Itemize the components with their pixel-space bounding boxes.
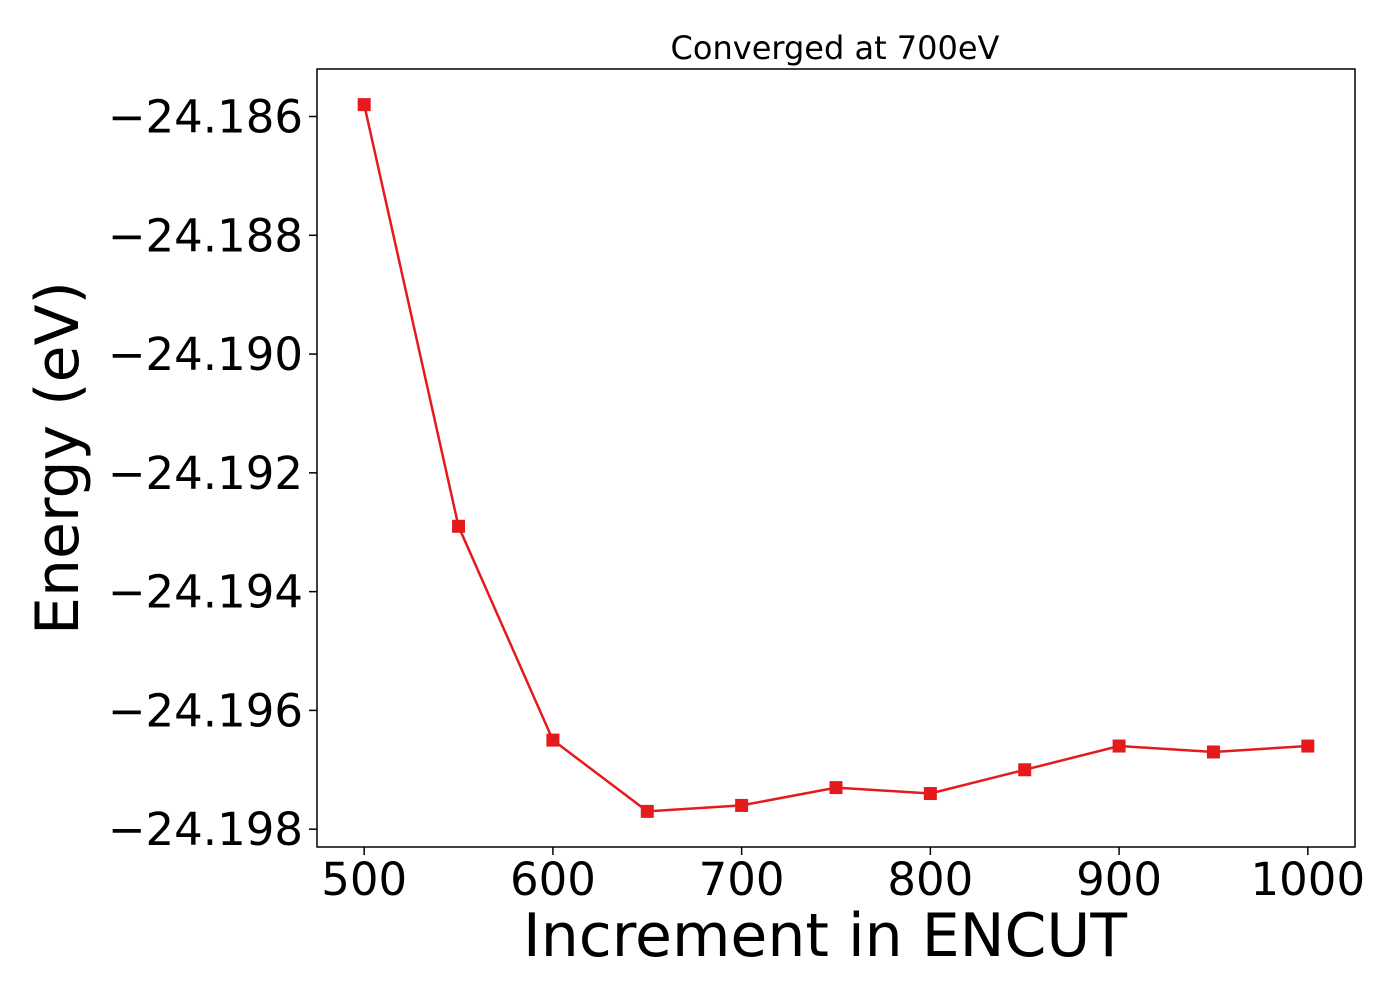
data-point-marker bbox=[735, 798, 749, 812]
data-point-marker bbox=[1112, 739, 1126, 753]
y-axis-ticks: −24.186 −24.188 −24.190 −24.192 −24.194 −24.1… bbox=[108, 91, 317, 856]
series-line bbox=[362, 104, 1308, 813]
x-tick-label: 600 bbox=[510, 853, 596, 906]
plot-area-frame bbox=[316, 68, 1356, 848]
x-tick-label: 1000 bbox=[1251, 853, 1366, 906]
x-tick-label: 700 bbox=[699, 853, 785, 906]
series-layer bbox=[357, 98, 1315, 818]
data-point-marker bbox=[1301, 739, 1315, 753]
x-tick-label: 900 bbox=[1076, 853, 1162, 906]
data-point-marker bbox=[546, 733, 560, 747]
data-point-marker bbox=[1018, 763, 1032, 777]
y-tick-label: −24.192 bbox=[108, 447, 303, 500]
x-axis-title: Increment in ENCUT bbox=[523, 901, 1127, 971]
data-point-marker bbox=[640, 804, 654, 818]
y-tick-label: −24.186 bbox=[108, 91, 303, 144]
y-tick-label: −24.196 bbox=[108, 684, 303, 737]
y-tick-label: −24.194 bbox=[108, 566, 303, 619]
x-tick-label: 500 bbox=[321, 853, 407, 906]
data-point-marker bbox=[829, 781, 843, 795]
x-axis-ticks: 500 600 700 800 900 1000 bbox=[321, 847, 1365, 906]
data-point-marker bbox=[357, 98, 371, 112]
y-tick-label: −24.188 bbox=[108, 209, 303, 262]
chart-title: Converged at 700eV bbox=[671, 29, 1000, 67]
data-point-marker bbox=[1206, 745, 1220, 759]
y-axis-title: Energy (eV) bbox=[23, 281, 93, 635]
x-tick-label: 800 bbox=[887, 853, 973, 906]
y-tick-label: −24.190 bbox=[108, 328, 303, 381]
y-tick-label: −24.198 bbox=[108, 803, 303, 856]
data-point-marker bbox=[923, 787, 937, 801]
data-point-marker bbox=[452, 519, 466, 533]
